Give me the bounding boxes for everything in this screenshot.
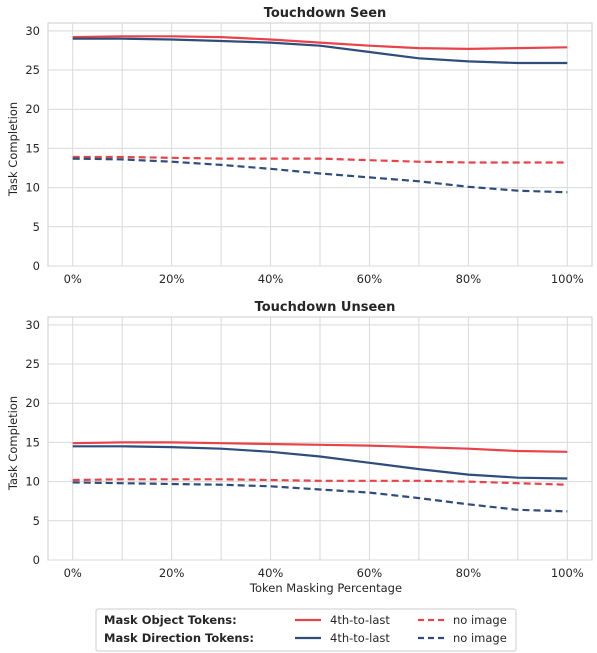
y-tick-label: 15 [25, 141, 40, 155]
x-tick-label: 40% [258, 272, 284, 286]
y-tick-label: 0 [33, 259, 40, 273]
y-axis-label: Task Completion [6, 396, 20, 491]
series-line-object_noimg [72, 155, 568, 164]
y-tick-label: 5 [33, 220, 40, 234]
legend-row-label: Mask Direction Tokens: [104, 631, 254, 645]
x-tick-label: 0% [64, 566, 82, 580]
legend-row-label: Mask Object Tokens: [104, 613, 237, 627]
series-line-object_noimg [72, 478, 568, 486]
plot-area: 0 5 10 15 20 25 30 0% 20% 40% 60% 80% 100% [25, 316, 593, 580]
plot-area: 0 5 10 15 20 25 30 0% 20% 40% 60% 80% 100% [25, 22, 593, 286]
x-tick-label: 60% [357, 566, 383, 580]
legend: Mask Object Tokens: 4th-to-last no image… [95, 608, 517, 652]
y-tick-label: 20 [25, 102, 40, 116]
y-axis-label: Task Completion [6, 102, 20, 197]
x-tick-label: 80% [456, 272, 482, 286]
y-tick-label: 25 [25, 63, 40, 77]
series-line-object_4th [72, 441, 568, 453]
x-tick-label: 60% [357, 272, 383, 286]
chart-title: Touchdown Unseen [255, 300, 396, 315]
y-tick-label: 0 [33, 553, 40, 567]
legend-entry-dashed: no image [453, 613, 507, 627]
chart-touchdown-seen: 0 5 10 15 20 25 30 0% 20% 40% 60% 80% 100% Touchdown… [6, 6, 593, 286]
x-tick-label: 80% [456, 566, 482, 580]
y-tick-label: 30 [25, 318, 40, 332]
legend-entry-solid: 4th-to-last [330, 631, 390, 645]
legend-row-object: Mask Object Tokens: 4th-to-last no image [104, 613, 507, 627]
chart-title: Touchdown Seen [264, 6, 387, 21]
y-tick-label: 15 [25, 435, 40, 449]
y-tick-label: 30 [25, 24, 40, 38]
legend-entry-dashed: no image [453, 631, 507, 645]
series-line-direction_noimg [72, 481, 568, 513]
x-tick-label: 100% [551, 272, 584, 286]
x-tick-label: 0% [64, 272, 82, 286]
series-line-direction_noimg [72, 157, 568, 194]
x-tick-label: 20% [159, 272, 185, 286]
legend-frame [95, 608, 517, 652]
y-tick-label: 10 [25, 475, 40, 489]
x-tick-label: 40% [258, 566, 284, 580]
chart-touchdown-unseen: 0 5 10 15 20 25 30 0% 20% 40% 60% 80% 100% Touchdown… [6, 300, 593, 595]
series-line-direction_4th [72, 445, 568, 480]
y-tick-label: 5 [33, 514, 40, 528]
x-axis-label: Token Masking Percentage [249, 581, 402, 595]
series-line-direction_4th [72, 37, 568, 65]
y-tick-label: 25 [25, 357, 40, 371]
x-tick-label: 100% [551, 566, 584, 580]
legend-entry-solid: 4th-to-last [330, 613, 390, 627]
legend-row-direction: Mask Direction Tokens: 4th-to-last no im… [104, 631, 507, 645]
x-tick-label: 20% [159, 566, 185, 580]
series-line-object_4th [72, 35, 568, 51]
y-tick-label: 10 [25, 181, 40, 195]
y-tick-label: 20 [25, 396, 40, 410]
